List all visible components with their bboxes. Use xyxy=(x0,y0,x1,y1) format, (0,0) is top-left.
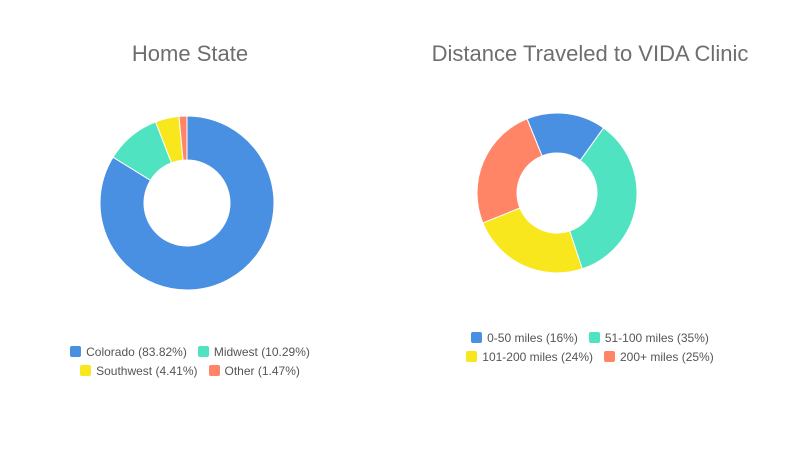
legend-swatch xyxy=(588,332,600,343)
legend-item-other[interactable]: Other (1.47%) xyxy=(208,363,300,378)
legend-item-southwest[interactable]: Southwest (4.41%) xyxy=(80,363,198,378)
chart-title: Home State xyxy=(131,41,249,66)
home-state-legend: Colorado (83.82%) Midwest (10.29%) South… xyxy=(0,342,380,380)
legend-item-51-100-miles[interactable]: 51-100 miles (35%) xyxy=(588,330,709,345)
legend-label: 200+ miles (25%) xyxy=(620,349,714,364)
legend-item-colorado[interactable]: Colorado (83.82%) xyxy=(70,345,187,359)
legend-row: Southwest (4.41%) Other (1.47%) xyxy=(0,361,380,380)
legend-label: Colorado (83.82%) xyxy=(86,344,187,359)
legend-label: Other (1.47%) xyxy=(224,363,300,378)
legend-swatch xyxy=(197,346,209,357)
legend-swatch xyxy=(70,346,82,357)
legend-item-midwest[interactable]: Midwest (10.29%) xyxy=(197,344,310,359)
distance-traveled-chart: Distance Traveled to VIDA Clinic 0-50 mi… xyxy=(380,0,800,450)
donut-slice-1[interactable] xyxy=(568,127,638,270)
home-state-donut xyxy=(99,115,275,291)
legend-label: 101-200 miles (24%) xyxy=(482,349,593,364)
legend-label: 0-50 miles (16%) xyxy=(487,330,578,345)
legend-label: Southwest (4.41%) xyxy=(96,363,198,378)
legend-row: 101-200 miles (24%) 200+ miles (25%) xyxy=(380,347,800,366)
legend-swatch xyxy=(466,351,478,362)
chart-title: Distance Traveled to VIDA Clinic xyxy=(431,41,749,66)
legend-swatch xyxy=(208,365,220,376)
legend-label: 51-100 miles (35%) xyxy=(604,330,709,345)
donut-slice-2[interactable] xyxy=(482,207,583,274)
donut-slice-3[interactable] xyxy=(178,115,188,161)
legend-swatch xyxy=(471,332,483,343)
legend-item-0-50-miles[interactable]: 0-50 miles (16%) xyxy=(471,331,578,345)
legend-row: 0-50 miles (16%) 51-100 miles (35%) xyxy=(380,328,800,347)
legend-row: Colorado (83.82%) Midwest (10.29%) xyxy=(0,342,380,361)
distance-traveled-donut xyxy=(476,112,638,274)
home-state-chart: Home State Colorado (83.82%) Midwest (10… xyxy=(0,0,380,450)
distance-traveled-legend: 0-50 miles (16%) 51-100 miles (35%) 101-… xyxy=(380,328,800,366)
legend-label: Midwest (10.29%) xyxy=(213,344,310,359)
legend-swatch xyxy=(80,365,92,376)
legend-swatch xyxy=(604,351,615,362)
legend-item-101-200-miles[interactable]: 101-200 miles (24%) xyxy=(466,350,593,364)
donut-slice-0[interactable] xyxy=(99,115,275,291)
donut-slice-3[interactable] xyxy=(476,118,543,224)
legend-item-200-plus-miles[interactable]: 200+ miles (25%) xyxy=(604,350,714,364)
